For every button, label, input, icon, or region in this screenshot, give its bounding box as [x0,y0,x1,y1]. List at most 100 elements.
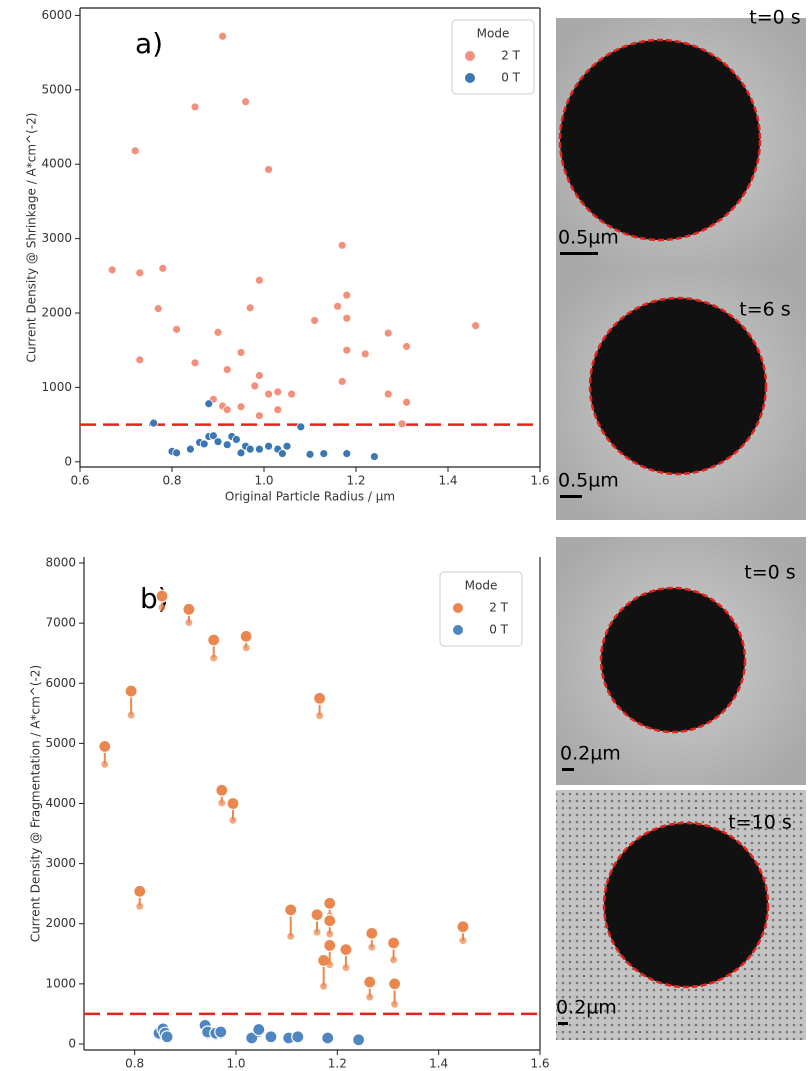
lower-point [320,982,328,990]
point [155,589,169,603]
point [282,441,292,451]
y-tick-label: 1000 [41,380,72,394]
lower-point [342,964,350,972]
lower-point [368,943,376,951]
lower-point [326,930,334,938]
point [273,387,283,397]
time-label: t=10 s [728,812,792,834]
point [333,301,343,311]
x-tick-label: 1.2 [328,1057,347,1071]
y-tick-label: 0 [68,1036,76,1050]
y-tick-label: 0 [64,454,72,468]
point [321,1031,335,1045]
lower-point [218,799,226,807]
x-tick-label: 0.8 [125,1057,144,1071]
particle-outline [602,821,770,989]
point [287,389,297,399]
point [305,449,315,459]
legend-marker [465,51,475,61]
point [369,452,379,461]
point [339,942,353,957]
x-tick-label: 1.4 [438,474,457,488]
lower-point [316,712,324,720]
point [264,165,274,174]
legend-title: Mode [465,579,498,593]
lower-point [185,619,193,627]
point [245,444,255,454]
point [190,102,200,112]
point [254,444,264,454]
x-tick-label: 1.0 [226,1057,245,1071]
legend-marker [465,73,475,83]
y-tick-label: 5000 [45,736,76,750]
point [226,796,240,811]
y-tick-label: 7000 [45,616,76,630]
scale-label: 0.5µm [558,470,619,492]
point [135,268,145,278]
x-tick-label: 0.8 [162,474,181,488]
legend-label: 2 T [501,49,520,63]
lower-point [127,711,135,719]
legend-label: 2 T [489,601,508,615]
scale-bar [560,252,598,255]
particle-outline [599,586,747,734]
lower-point [210,654,218,662]
point [222,440,232,450]
scale-bar [558,1022,568,1025]
point [342,290,352,300]
point [245,1031,259,1045]
point [402,342,412,351]
point [222,365,232,374]
point [291,1030,305,1044]
particle [601,588,745,732]
lower-point [459,937,467,945]
x-tick-label: 1.6 [530,474,549,488]
lower-point [229,816,237,824]
y-tick-label: 4000 [41,157,72,171]
point [264,389,274,399]
point [456,920,470,934]
point [241,97,251,107]
point [207,633,221,647]
point [153,304,163,313]
point [264,1030,278,1044]
point [236,448,246,458]
scale-bar [562,768,574,771]
legend-title: Mode [477,27,510,41]
point [133,884,147,898]
legend-marker [453,603,463,613]
time-label: t=6 s [739,299,790,321]
point [236,402,246,412]
y-tick-label: 3000 [41,231,72,245]
point [273,405,283,415]
lower-point [391,1000,399,1008]
point [236,348,246,357]
y-axis-label: Current Density @ Fragmentation / A*cm^(… [29,665,43,942]
particle [604,823,768,987]
point [319,449,329,459]
point [204,399,214,409]
point [383,389,393,399]
point [149,418,159,428]
point [365,926,379,940]
point [264,441,274,451]
point [471,321,481,331]
lower-point [242,644,250,652]
point [284,903,298,917]
lower-point [101,760,109,768]
point [337,240,347,250]
point [252,1022,266,1037]
point [213,327,223,337]
point [363,975,377,989]
point [342,449,352,459]
point [185,444,195,454]
y-tick-label: 3000 [45,856,76,870]
point [310,908,324,922]
point [222,405,232,415]
point [239,629,253,643]
point [215,783,229,797]
point [158,263,168,273]
point [208,431,218,441]
point [337,377,347,386]
y-tick-label: 2000 [41,306,72,320]
